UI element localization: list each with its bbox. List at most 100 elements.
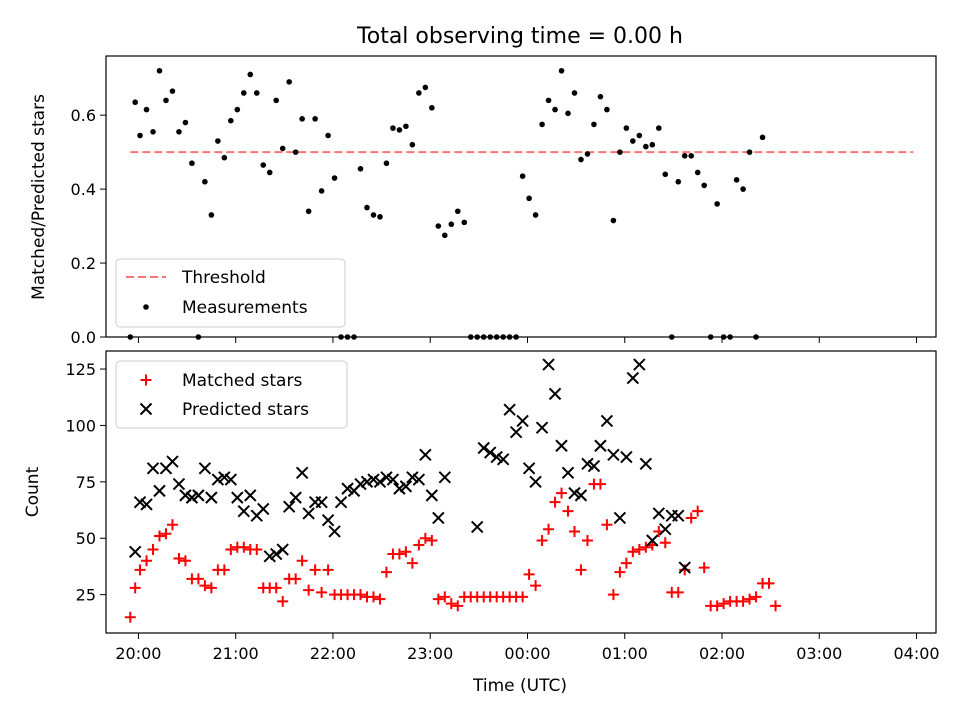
matched-star-point-48 — [432, 593, 444, 605]
matched-star-point-91 — [711, 600, 723, 612]
matched-star-point-85 — [672, 586, 684, 598]
measurement-point-4 — [150, 128, 156, 135]
predicted-star-point-2 — [140, 498, 153, 511]
matched-star-point-46 — [419, 532, 431, 544]
measurement-point-9 — [182, 119, 189, 126]
measurement-point-38 — [370, 212, 377, 218]
matched-star-point-79 — [633, 544, 645, 556]
matched-star-point-73 — [594, 478, 606, 490]
matched-star-point-76 — [614, 566, 626, 578]
measurement-point-19 — [247, 71, 254, 78]
measurement-point-45 — [416, 90, 422, 96]
predicted-star-point-81 — [678, 561, 691, 574]
measurement-point-5 — [156, 67, 163, 74]
matched-star-point-89 — [698, 562, 710, 574]
matched-star-point-18 — [238, 541, 250, 553]
predicted-star-point-68 — [594, 439, 607, 452]
matched-star-point-51 — [452, 600, 464, 612]
measurement-point-44 — [409, 141, 416, 148]
matched-star-point-66 — [549, 496, 561, 508]
matched-star-point-6 — [160, 528, 172, 540]
matched-star-point-83 — [659, 537, 671, 549]
legend-matched-label: Matched stars — [182, 371, 302, 391]
matched-star-point-62 — [523, 568, 535, 580]
predicted-star-point-30 — [321, 513, 335, 527]
matched-star-point-23 — [270, 582, 282, 594]
matched-star-point-28 — [303, 584, 315, 596]
measurement-point-42 — [396, 127, 403, 133]
predicted-star-point-7 — [172, 477, 186, 491]
matched-star-point-11 — [192, 573, 204, 585]
predicted-star-point-24 — [282, 500, 296, 513]
predicted-star-point-69 — [600, 414, 614, 428]
measurement-point-25 — [286, 79, 292, 85]
measurement-point-30 — [318, 188, 325, 194]
measurement-point-50 — [448, 221, 455, 228]
measurement-point-1 — [132, 99, 138, 106]
measurement-point-87 — [688, 153, 695, 159]
matched-star-point-74 — [601, 519, 613, 531]
measurement-point-71 — [584, 151, 591, 157]
measurement-point-68 — [565, 110, 571, 117]
matched-star-point-67 — [556, 487, 568, 499]
predicted-star-point-53 — [496, 453, 510, 466]
measurement-point-72 — [591, 121, 597, 128]
measurement-point-52 — [461, 219, 468, 226]
bottom-x-tick-label-4: 00:00 — [504, 644, 550, 663]
predicted-star-point-26 — [295, 466, 309, 480]
measurement-point-32 — [331, 175, 338, 181]
predicted-star-point-60 — [542, 358, 555, 371]
bottom-x-tick-label-7: 03:00 — [796, 644, 842, 663]
measurement-point-51 — [454, 208, 461, 215]
predicted-star-point-42 — [399, 480, 413, 493]
measurement-point-80 — [643, 143, 649, 150]
bottom-x-tick-label-1: 21:00 — [213, 644, 259, 663]
measurement-point-10 — [189, 160, 195, 167]
matched-star-point-80 — [640, 541, 652, 553]
predicted-star-point-58 — [529, 475, 542, 489]
matched-star-point-16 — [225, 544, 237, 556]
matched-star-point-70 — [575, 564, 587, 576]
measurement-point-86 — [681, 153, 688, 159]
bottom-y-tick-label-2: 75 — [76, 473, 96, 492]
matched-star-point-61 — [517, 591, 529, 603]
legend-threshold-label: Threshold — [181, 268, 266, 288]
matched-star-point-96 — [744, 593, 756, 605]
matched-star-point-29 — [309, 564, 321, 576]
predicted-star-point-38 — [373, 475, 387, 489]
predicted-star-point-62 — [555, 439, 568, 452]
bottom-x-tick-label-8: 04:00 — [893, 644, 939, 663]
measurement-point-49 — [442, 232, 448, 239]
predicted-star-point-18 — [244, 489, 257, 502]
top-y-tick-label-1: 0.2 — [71, 254, 96, 273]
measurement-point-39 — [377, 214, 383, 220]
matched-star-point-47 — [426, 535, 438, 547]
bottom-legend: Matched stars Predicted stars — [115, 360, 348, 429]
matched-star-point-36 — [355, 589, 367, 601]
legend-predicted-swatch — [139, 402, 153, 416]
measurement-point-28 — [305, 208, 312, 215]
measurement-point-37 — [364, 204, 370, 211]
measurement-point-31 — [325, 132, 331, 139]
matched-star-point-99 — [763, 577, 775, 589]
predicted-star-point-80 — [672, 509, 685, 522]
matched-star-point-77 — [620, 557, 632, 569]
predicted-star-point-44 — [412, 473, 426, 486]
top-y-axis-label: Matched/Predicted stars — [29, 94, 49, 300]
measurement-point-88 — [694, 169, 701, 176]
bottom-y-tick-label-3: 100 — [65, 416, 96, 435]
matched-star-point-31 — [322, 564, 334, 576]
measurement-point-22 — [266, 169, 273, 176]
measurement-point-36 — [357, 165, 364, 172]
measurement-point-43 — [403, 123, 409, 130]
top-y-tick-label-3: 0.6 — [71, 106, 96, 125]
measurement-point-77 — [623, 125, 630, 131]
matched-star-point-30 — [316, 586, 328, 598]
predicted-star-point-16 — [231, 491, 244, 504]
predicted-star-point-12 — [205, 491, 218, 504]
matched-star-point-71 — [581, 535, 593, 547]
measurement-point-96 — [746, 149, 753, 155]
predicted-star-point-46 — [425, 489, 439, 502]
predicted-star-point-76 — [646, 534, 659, 547]
